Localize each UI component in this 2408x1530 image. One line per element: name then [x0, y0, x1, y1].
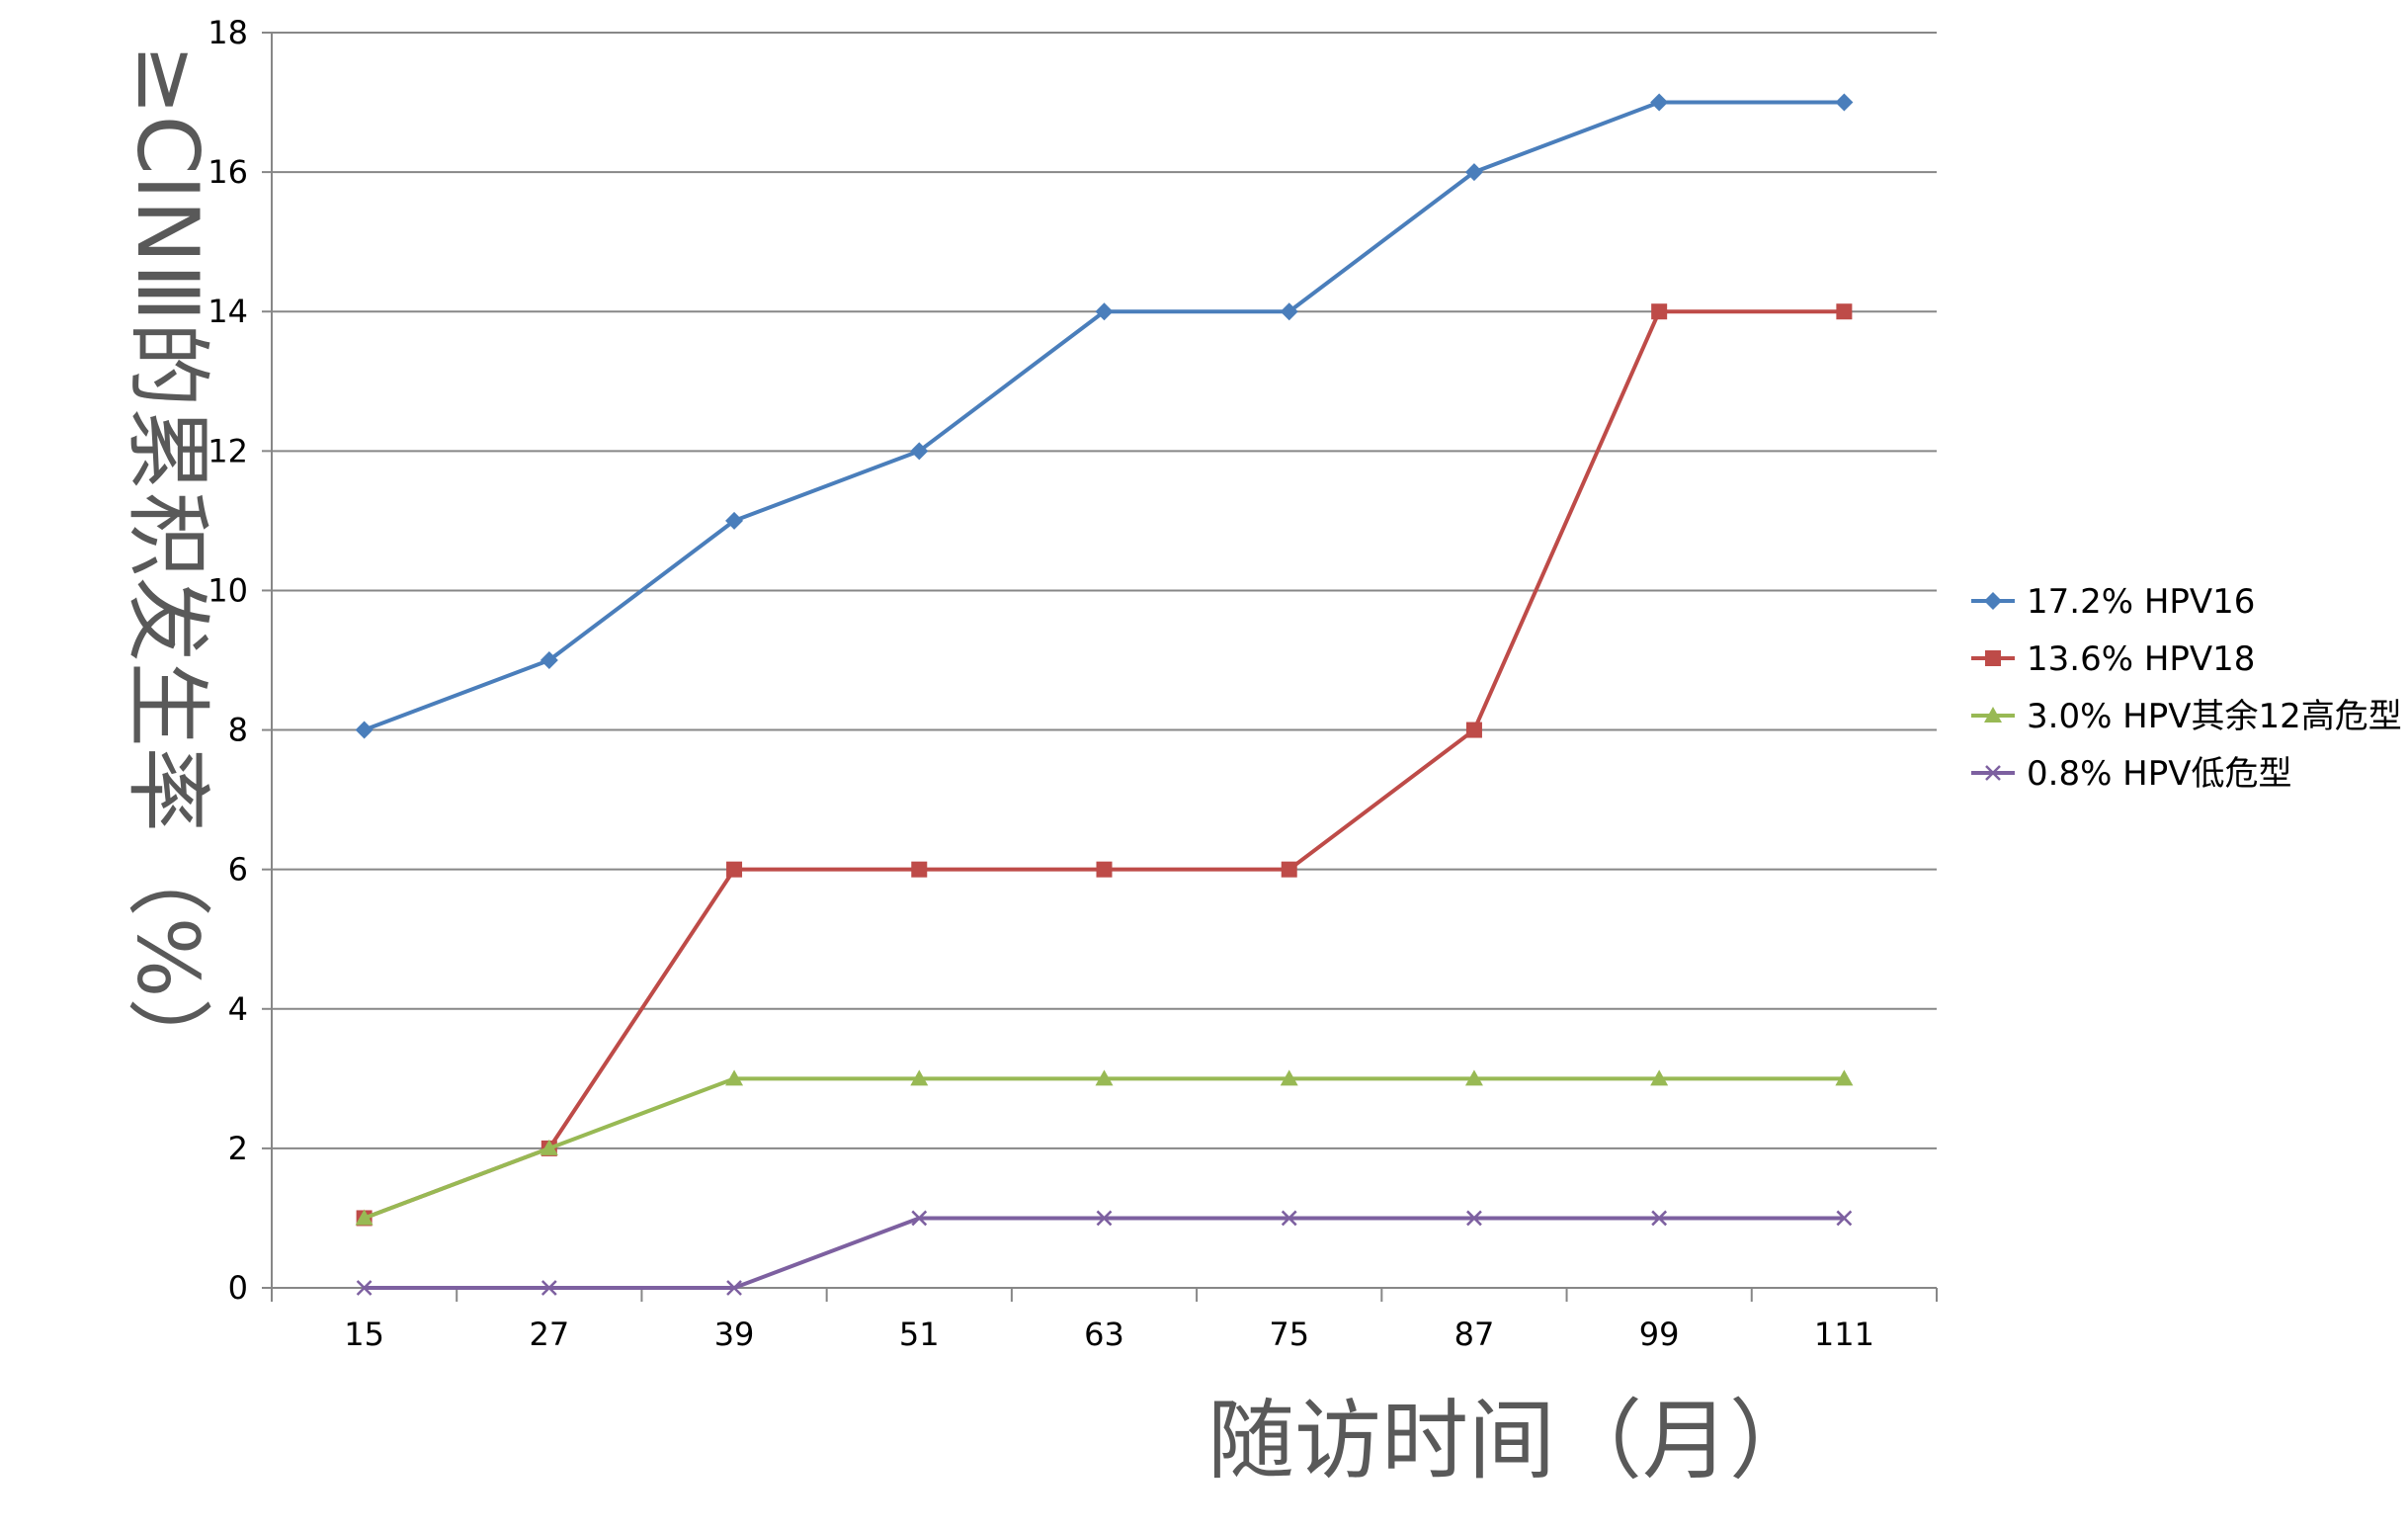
legend-label: 0.8% HPV低危型	[2027, 754, 2292, 794]
data-point	[1835, 93, 1854, 112]
axes	[271, 33, 1937, 1289]
series-line	[364, 1216, 1845, 1290]
legend-marker	[1984, 707, 2002, 722]
data-point	[1464, 1069, 1483, 1086]
series-line	[363, 100, 1845, 732]
data-point	[1466, 1210, 1482, 1227]
y-tick-label: 14	[208, 293, 248, 330]
legend-item: 3.0% HPV其余12高危型	[1971, 697, 2402, 736]
legend-marker	[1985, 650, 2001, 666]
legend-marker	[1984, 592, 2002, 610]
data-point	[726, 861, 743, 878]
legend-item: 0.8% HPV低危型	[1971, 754, 2292, 794]
data-point	[725, 1069, 744, 1086]
series-3	[355, 1069, 1854, 1226]
data-point	[1651, 303, 1668, 320]
legend-label: 3.0% HPV其余12高危型	[2027, 697, 2402, 736]
data-point	[910, 1069, 929, 1086]
series-4	[356, 1210, 1853, 1296]
x-tick-label: 111	[1814, 1316, 1874, 1353]
data-point	[1835, 1069, 1854, 1086]
data-point	[540, 1139, 558, 1155]
x-tick-label: 99	[1639, 1316, 1680, 1353]
legend-marker	[1985, 765, 2001, 781]
data-point	[1464, 163, 1483, 182]
data-point	[1096, 1210, 1113, 1227]
y-axis-title: ≥CINⅢ的累积发生率（%）	[118, 44, 216, 1083]
data-point	[1650, 1069, 1669, 1086]
legend-label: 17.2% HPV16	[2027, 582, 2255, 622]
data-point	[355, 1209, 374, 1226]
legend-item: 13.6% HPV18	[1971, 639, 2255, 679]
y-tick-label: 8	[228, 712, 248, 749]
legend: 17.2% HPV16 13.6% HPV18 3.0% HPV其余12高危型 0.8…	[1971, 582, 2402, 794]
y-tick-label: 18	[208, 14, 248, 51]
data-point	[910, 442, 929, 461]
data-point	[1281, 861, 1297, 878]
x-axis-title: 随访时间（月）	[1207, 1390, 1816, 1491]
legend-item: 17.2% HPV16	[1971, 582, 2255, 622]
data-point	[1465, 722, 1482, 738]
data-point	[911, 861, 928, 878]
data-point	[1281, 1210, 1297, 1227]
data-point	[1836, 303, 1853, 320]
data-point	[1096, 861, 1113, 878]
series-1	[355, 93, 1854, 739]
y-tick-label: 4	[228, 990, 248, 1028]
x-tick-label: 27	[529, 1316, 569, 1353]
x-axis-ticks: 15 27 39 51 63 75 87 99 111	[271, 1288, 1938, 1353]
data-point	[1095, 302, 1114, 321]
y-tick-label: 0	[228, 1269, 248, 1307]
data-point	[1280, 302, 1298, 321]
y-tick-label: 10	[208, 571, 248, 609]
y-axis-ticks: 0 2 4 6 8 10 12 14 16 18	[208, 14, 272, 1307]
data-point	[1280, 1069, 1298, 1086]
data-point	[911, 1210, 928, 1227]
x-tick-label: 87	[1454, 1316, 1495, 1353]
x-tick-label: 39	[714, 1316, 755, 1353]
gridlines	[272, 32, 1937, 1149]
x-tick-label: 75	[1269, 1316, 1309, 1353]
x-tick-label: 15	[344, 1316, 384, 1353]
y-tick-label: 16	[208, 153, 248, 191]
data-point	[1650, 93, 1669, 112]
data-point	[356, 1280, 373, 1296]
series-lines	[355, 93, 1854, 1296]
data-point	[1095, 1069, 1114, 1086]
y-tick-label: 12	[208, 432, 248, 469]
data-point	[726, 1280, 742, 1296]
data-point	[540, 1280, 557, 1296]
data-point	[355, 721, 374, 739]
series-2	[356, 303, 1853, 1227]
data-point	[725, 511, 744, 530]
data-point	[540, 651, 558, 669]
data-point	[1836, 1210, 1853, 1227]
x-tick-label: 51	[899, 1316, 940, 1353]
y-tick-label: 6	[228, 851, 248, 889]
legend-label: 13.6% HPV18	[2027, 639, 2255, 679]
data-point	[1651, 1210, 1668, 1227]
y-tick-label: 2	[228, 1130, 248, 1167]
x-tick-label: 63	[1084, 1316, 1124, 1353]
